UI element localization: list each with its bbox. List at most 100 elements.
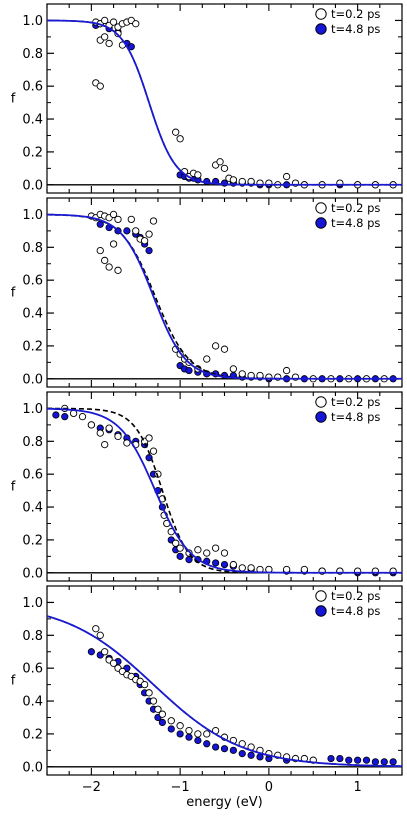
panel-3: 0.0 0.2 0.4 0.6 0.8 1.0 f t=0.2 pst=4.8 ps [11, 391, 403, 582]
data-point-t48 [389, 758, 397, 766]
legend-label-t02: t=0.2 ps [331, 589, 380, 603]
y-tick-label: 0.4 [22, 307, 43, 322]
y-tick-label: 0.6 [22, 662, 43, 677]
fit-curve-solid [47, 213, 402, 380]
data-point-t02 [114, 215, 122, 224]
legend: t=0.2 pst=4.8 ps [315, 589, 380, 618]
data-point-t48 [87, 648, 95, 656]
legend: t=0.2 pst=4.8 ps [315, 201, 380, 230]
data-point-t02 [220, 549, 229, 557]
data-point-t02 [229, 560, 238, 569]
data-point-t02 [92, 625, 100, 633]
y-tick-label: 0.0 [22, 372, 43, 387]
legend-label-t02: t=0.2 ps [331, 395, 380, 409]
data-point-t48 [354, 756, 362, 764]
data-point-t02 [101, 256, 109, 265]
x-axis-label: energy (eV) [186, 795, 262, 810]
data-point-t02 [216, 158, 224, 166]
data-point-t48 [380, 758, 388, 766]
plot-area [47, 615, 402, 768]
plot-area [47, 210, 402, 383]
legend-label-t48: t=4.8 ps [331, 604, 380, 618]
data-point-t02 [247, 177, 255, 186]
data-point-t48 [176, 730, 184, 738]
data-point-t02 [96, 246, 104, 255]
data-point-t02 [282, 366, 291, 375]
legend: t=0.2 pst=4.8 ps [315, 7, 380, 36]
data-point-t02 [101, 33, 109, 41]
data-point-t02 [101, 440, 109, 449]
y-axis-label: f [11, 286, 16, 301]
y-tick-label: 1.0 [22, 596, 43, 611]
legend-marker-t48 [315, 605, 327, 617]
y-tick-label: 0.4 [22, 695, 43, 710]
data-point-t48 [371, 758, 379, 766]
data-point-t48 [327, 754, 335, 763]
fit-curve-dashed [47, 407, 402, 574]
y-tick-label: 0.8 [22, 47, 43, 62]
data-point-t02 [247, 564, 255, 572]
legend-label-t48: t=4.8 ps [331, 410, 380, 424]
y-tick-label: 0.4 [22, 113, 43, 128]
data-point-t02 [211, 544, 220, 552]
data-point-t02 [185, 726, 193, 735]
data-point-t48 [220, 560, 229, 569]
data-point-t48 [185, 366, 193, 375]
data-point-t02 [172, 539, 180, 547]
legend-label-t48: t=4.8 ps [331, 216, 380, 230]
legend-marker-t02 [315, 202, 327, 214]
legend-label-t02: t=0.2 ps [331, 7, 380, 21]
x-tick-label: −1 [171, 780, 190, 795]
data-point-t48 [158, 718, 166, 727]
panel-4: 0.0 0.2 0.4 0.6 0.8 1.0 f t=0.2 pst=4.8 ps −2 −1 0… [11, 585, 403, 810]
y-tick-label: 0.8 [22, 629, 43, 644]
data-point-t48 [145, 246, 153, 255]
data-point-t02 [203, 730, 211, 738]
legend-marker-t48 [315, 23, 327, 35]
legend-marker-t48 [315, 217, 327, 229]
data-point-t48 [238, 750, 246, 758]
y-tick-label: 0.0 [22, 760, 43, 775]
data-point-t02 [140, 680, 149, 689]
fit-curve-solid [47, 19, 402, 186]
data-point-t02 [105, 39, 113, 48]
data-point-t02 [158, 710, 167, 718]
data-point-t02 [109, 210, 118, 219]
data-point-t02 [203, 549, 211, 557]
data-point-t02 [149, 447, 158, 455]
y-tick-label: 0.8 [22, 241, 43, 256]
data-point-t48 [127, 43, 135, 51]
data-point-t48 [52, 411, 60, 419]
fit-curve-solid [47, 615, 402, 768]
legend-marker-t02 [315, 396, 327, 408]
data-point-t02 [145, 230, 153, 238]
y-tick-label: 1.0 [22, 402, 43, 417]
data-point-t02 [194, 730, 202, 738]
data-point-t48 [220, 745, 229, 753]
legend-label-t02: t=0.2 ps [331, 201, 380, 215]
data-point-t02 [101, 648, 109, 656]
data-point-t48 [96, 220, 104, 228]
data-point-t02 [194, 171, 202, 179]
data-point-t02 [282, 172, 291, 181]
y-tick-label: 0.2 [22, 533, 43, 548]
y-axis-label: f [11, 480, 16, 495]
data-point-t02 [140, 237, 149, 245]
x-tick-label: 1 [353, 780, 361, 795]
y-tick-label: 0.0 [22, 566, 43, 581]
data-point-t02 [101, 16, 109, 25]
y-axis-label: f [11, 674, 16, 689]
data-point-t02 [176, 544, 184, 552]
data-point-t02 [282, 565, 291, 574]
data-point-t02 [78, 413, 87, 421]
data-point-t48 [336, 754, 344, 763]
y-tick-label: 0.6 [22, 80, 43, 95]
data-point-t02 [211, 342, 220, 350]
y-tick-label: 0.0 [22, 178, 43, 193]
data-point-t48 [212, 743, 220, 751]
y-axis-label: f [11, 92, 16, 107]
y-tick-label: 0.2 [22, 727, 43, 742]
data-point-t02 [176, 722, 184, 730]
data-point-t48 [362, 756, 371, 764]
y-tick-label: 1.0 [22, 14, 43, 29]
